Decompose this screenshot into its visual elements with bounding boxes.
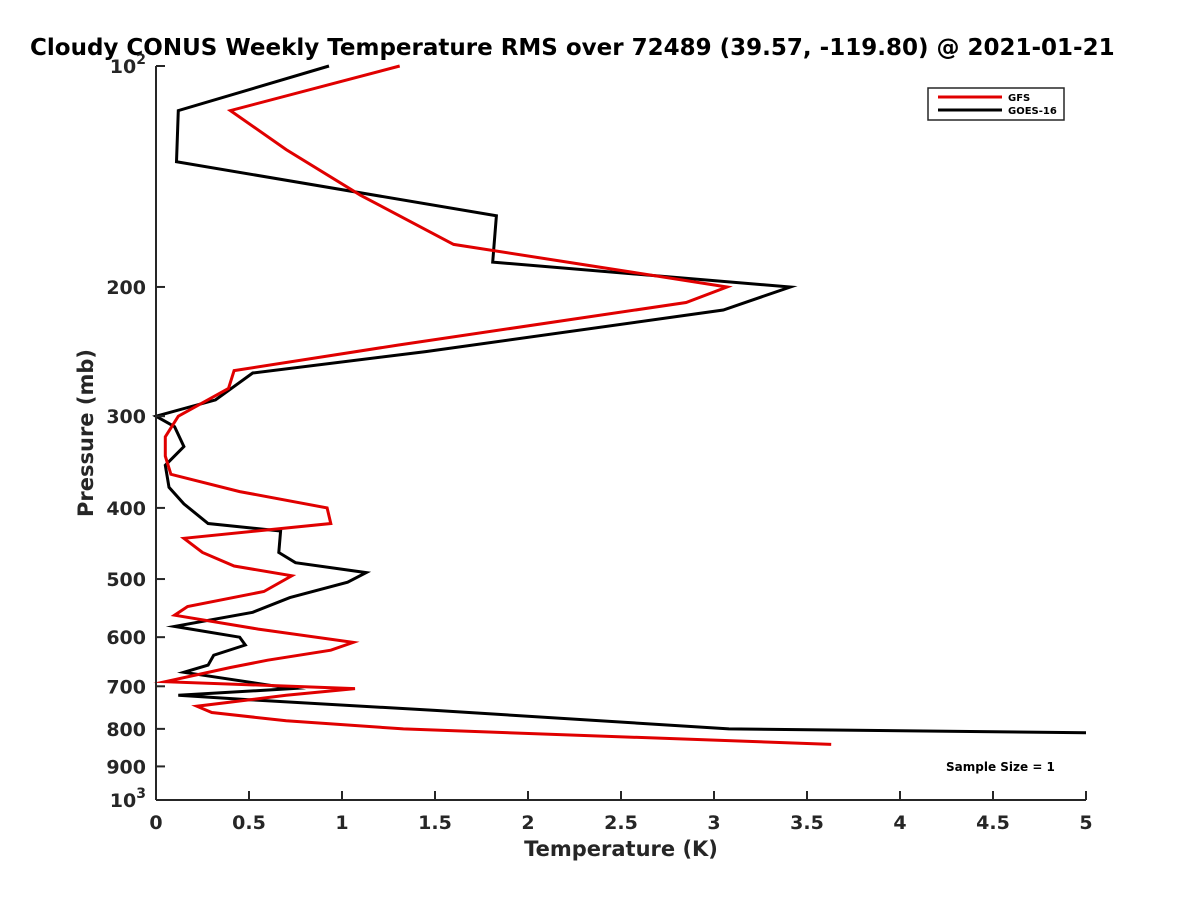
legend-label-gfs: GFS [1008,93,1030,104]
x-tick-label: 3 [707,812,720,834]
y-tick-label: 600 [106,627,146,649]
series-line-gfs [153,64,832,746]
y-tick-label: 800 [106,719,146,741]
chart-title: Cloudy CONUS Weekly Temperature RMS over… [30,35,1115,61]
x-tick-label: 1 [335,812,348,834]
y-axis-title: Pressure (mb) [74,349,98,517]
axes-layer: 0 0.5 1 1.5 2 2.5 3 3.5 4 4.5 5 102 200 300 400 500 600 7… [106,52,1092,834]
legend: GFS GOES-16 [927,87,1065,121]
x-tick-label: 0.5 [232,812,266,834]
x-tick-label: 4 [893,812,906,834]
y-tick-label: 400 [106,498,146,520]
x-tick-label: 3.5 [790,812,824,834]
x-tick-label: 2 [521,812,534,834]
x-tick-label: 5 [1079,812,1092,834]
x-tick-label: 4.5 [976,812,1010,834]
series-line-goes-16 [152,64,1087,735]
x-axis-title: Temperature (K) [524,837,718,861]
y-tick-label: 700 [106,676,146,698]
sample-size-annotation: Sample Size = 1 [946,760,1055,774]
series-layer [152,64,1087,746]
y-tick-label: 103 [110,786,146,812]
x-tick-label: 2.5 [604,812,638,834]
legend-box [927,87,1065,121]
legend-label-goes-16: GOES-16 [1008,106,1057,117]
y-tick-label: 900 [106,756,146,778]
x-tick-label: 1.5 [418,812,452,834]
y-tick-label: 102 [110,52,146,78]
x-tick-label: 0 [149,812,162,834]
y-tick-label: 300 [106,406,146,428]
y-tick-label: 500 [106,569,146,591]
y-tick-label: 200 [106,277,146,299]
